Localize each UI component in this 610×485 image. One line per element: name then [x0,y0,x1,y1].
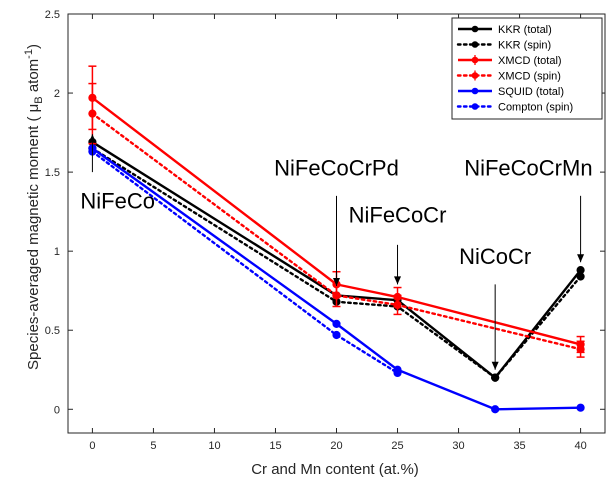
legend-marker [471,56,479,64]
annotation-nifecocrpd: NiFeCoCrPd [274,155,399,286]
legend-item-xmcd-spin: XMCD (spin) [456,70,561,83]
annotation-arrowhead [333,277,340,286]
x-tick-label: 0 [89,440,95,452]
y-tick-label: 1.5 [45,167,60,179]
annotation-nifeco: NiFeCo [80,134,155,213]
annotation-arrowhead [491,361,499,370]
data-point [332,319,341,329]
data-point [88,109,97,118]
data-point [332,330,341,340]
annotation-label: NiFeCoCrMn [464,155,592,180]
legend-box [451,17,603,120]
annotation-nifecocrmn: NiFeCoCrMn [464,155,593,263]
legend-label: KKR (total) [498,24,552,36]
annotation-arrowhead [577,254,585,263]
x-axis-title: Cr and Mn content (at.%) [251,461,419,478]
legend-label: XMCD (total) [498,55,562,67]
x-axis: 0 5 10 15 20 25 30 35 40 [89,14,587,452]
legend-item-xmcd-total: XMCD (total) [458,55,562,67]
annotation-nicocr: NiCoCr [459,244,531,370]
annotation-label: NiFeCoCrPd [274,155,399,180]
y-tick-label: 0.5 [45,325,60,337]
x-tick-label: 40 [574,440,586,452]
legend-item-compton-spin: Compton (spin) [456,102,573,114]
y-tick-label: 2.5 [45,9,60,21]
legend-item-kkr-spin: KKR (spin) [456,40,551,52]
series-compton-spin [88,147,402,378]
legend-label: XMCD (spin) [498,71,561,83]
data-point [576,403,585,412]
data-point [576,345,585,354]
legend-item-squid-total: SQUID (total) [458,86,564,98]
annotation-arrowhead [394,276,402,285]
y-tick-label: 2 [54,88,60,100]
data-point [393,368,402,378]
legend-label: SQUID (total) [498,86,564,98]
y-tick-label: 0 [54,404,60,416]
legend-marker [471,25,479,33]
legend-marker [471,72,479,79]
x-tick-label: 30 [452,440,464,452]
series-line [91,112,582,351]
data-point [332,291,341,300]
data-point [393,300,402,310]
annotation-nifecocr: NiFeCoCr [349,203,447,285]
annotation-arrowhead [88,134,96,143]
legend-label: KKR (spin) [498,40,551,52]
legend-label: Compton (spin) [498,102,573,114]
y-tick-label: 1 [54,246,60,258]
x-tick-label: 20 [330,440,342,452]
annotation-layer: NiFeCo NiFeCoCrPd NiFeCoCr NiCoCr NiFeCoCrMn [80,134,593,370]
legend-marker [471,41,479,48]
legend-marker [471,103,479,110]
series-layer [88,65,585,414]
x-tick-label: 25 [391,440,403,452]
y-axis-title: Species-averaged magnetic moment ( μB at… [23,44,45,370]
series-line [91,96,581,346]
x-tick-label: 15 [269,440,281,452]
x-tick-label: 35 [513,440,525,452]
data-point [491,373,500,382]
legend: KKR (total) KKR (spin) XMCD (total) XMCD (s… [451,17,603,120]
data-point [576,272,585,281]
legend-item-kkr-total: KKR (total) [458,24,552,36]
y-axis: 0 0.5 1 1.5 2 2.5 [45,9,605,416]
series-xmcd-spin [88,82,585,358]
annotation-label: NiFeCo [80,188,155,213]
annotation-label: NiCoCr [459,244,531,269]
legend-marker [471,87,479,95]
annotation-label: NiFeCoCr [349,203,447,228]
data-point [491,405,500,414]
x-tick-label: 10 [208,440,220,452]
x-tick-label: 5 [150,440,156,452]
